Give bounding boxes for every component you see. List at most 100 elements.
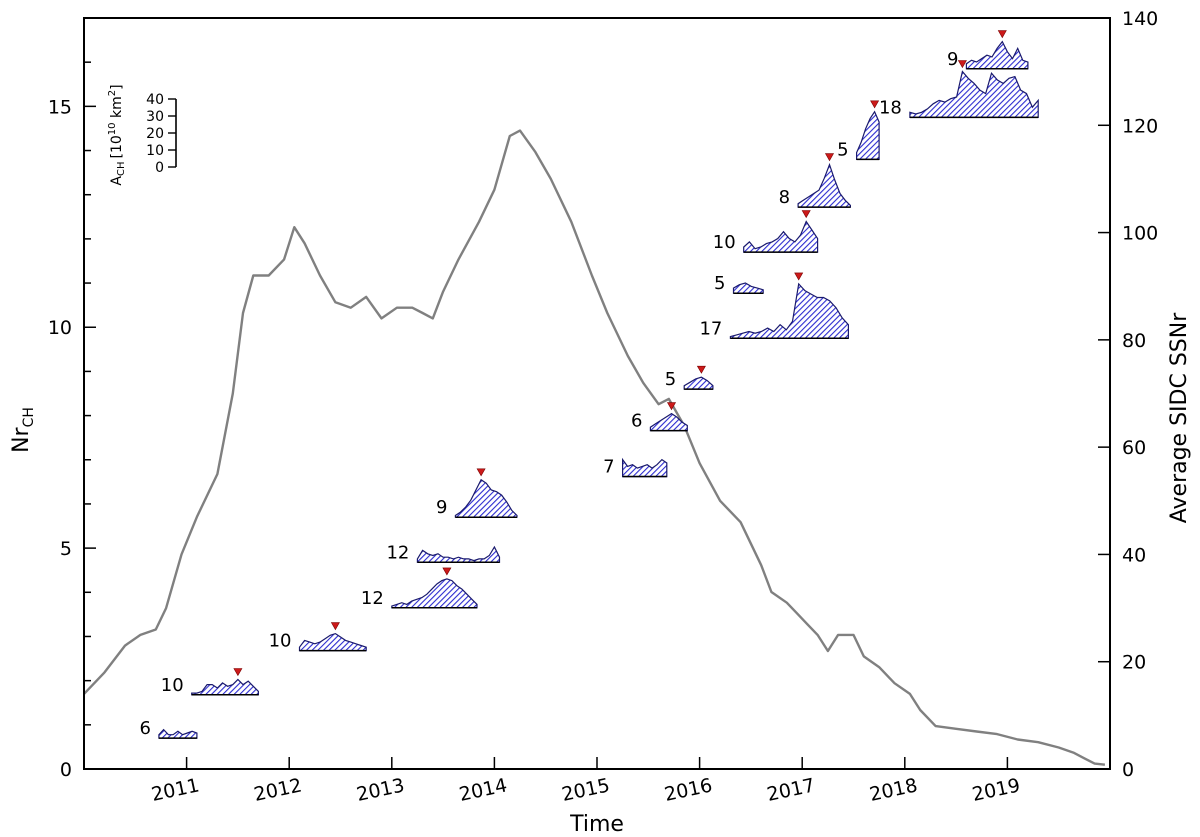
y-right-tick-label: 40	[1122, 544, 1146, 566]
ch-count-label: 9	[436, 497, 447, 518]
ch-max-marker	[957, 60, 967, 69]
ch-glyph: 5	[665, 365, 714, 390]
ch-glyph: 7	[603, 457, 668, 478]
ch-count-label: 10	[269, 631, 292, 652]
x-tick-label: 2014	[457, 774, 509, 806]
x-tick-label: 2017	[765, 774, 817, 806]
ch-max-marker	[997, 30, 1007, 39]
ch-area-scale-label-exp1: 10	[107, 122, 118, 135]
ch-glyph: 12	[361, 567, 478, 609]
x-tick-label: 2012	[252, 774, 304, 806]
ch-area-profile	[732, 282, 764, 294]
ch-glyph: 8	[779, 153, 851, 208]
ch-count-label: 7	[603, 457, 614, 478]
ch-count-label: 17	[699, 318, 722, 339]
ch-area-profile	[416, 545, 501, 563]
ch-count-label: 5	[714, 273, 725, 294]
ch-area-profile	[391, 578, 478, 609]
y-right-tick-label: 100	[1122, 223, 1158, 245]
y-right-tick-label: 60	[1122, 437, 1146, 459]
ch-area-scale-tick-label: 40	[146, 92, 164, 108]
ch-count-label: 18	[879, 97, 902, 118]
ch-count-label: 9	[947, 49, 958, 70]
ch-area-scale-label-close: ]	[109, 84, 125, 89]
ch-count-label: 12	[386, 542, 409, 563]
y-right-tick-label: 80	[1122, 330, 1146, 352]
ch-max-marker	[870, 100, 880, 109]
ch-area-scale-tick-label: 20	[146, 126, 164, 142]
ch-area-scale-label-main: A	[109, 176, 125, 186]
ch-area-scale-tick-label: 10	[146, 143, 164, 159]
ch-glyph: 10	[161, 668, 259, 696]
ch-glyph: 10	[713, 210, 819, 253]
y-right-tick-label: 20	[1122, 652, 1146, 674]
ch-count-label: 12	[361, 588, 384, 609]
ch-max-marker	[476, 468, 486, 477]
ch-area-scale-label: ACH [1010 km2]	[107, 84, 127, 185]
ch-max-marker	[442, 567, 452, 576]
ch-max-marker	[824, 153, 835, 162]
ch-count-label: 6	[139, 718, 150, 739]
ch-area-scale-tick-label: 0	[155, 160, 164, 176]
ch-area-profile	[856, 110, 880, 160]
y-axis-right-label: Average SIDC SSNr	[1167, 312, 1192, 523]
x-tick-label: 2015	[560, 774, 612, 806]
ch-area-profile	[454, 478, 518, 518]
x-tick-label: 2016	[662, 774, 714, 806]
ch-glyph-group: 6 10 10 12 12 9 7 6 5 17 5 10 8 5 18 9	[139, 30, 1039, 739]
ssn-series	[83, 129, 1106, 766]
ch-area-profile	[649, 412, 688, 432]
ch-area-scale-label-km: km	[109, 96, 125, 122]
ch-glyph: 9	[436, 468, 518, 518]
ch-area-profile	[158, 728, 198, 739]
y-right-tick-label: 0	[1122, 759, 1134, 781]
ch-max-marker	[696, 365, 706, 374]
ch-glyph: 17	[699, 272, 849, 339]
ssn-line	[83, 129, 1106, 766]
ch-area-scale-label-unit: [10	[109, 135, 125, 158]
ch-glyph: 6	[631, 402, 688, 432]
ch-count-label: 5	[837, 139, 848, 160]
ch-area-profile	[729, 282, 849, 339]
ch-area-profile	[909, 70, 1039, 118]
ch-glyph: 5	[714, 273, 764, 294]
ch-area-profile	[797, 162, 851, 208]
x-axis-label: Time	[569, 812, 624, 837]
x-tick-label: 2018	[868, 774, 920, 806]
ch-glyph: 9	[947, 30, 1029, 70]
y-left-tick-label: 10	[48, 317, 72, 339]
plot-frame	[83, 17, 1111, 770]
ch-count-label: 5	[665, 369, 676, 390]
ch-glyph: 6	[139, 718, 198, 739]
ch-area-profile	[743, 220, 819, 253]
y-axis-left-label-sub: CH	[21, 407, 37, 427]
ch-count-label: 10	[713, 232, 736, 253]
ch-area-profile	[622, 457, 668, 478]
y-axis-right: 0 20 40 60 80 100 120 140	[1098, 8, 1158, 781]
ch-count-label: 10	[161, 675, 184, 696]
ch-max-marker	[794, 272, 804, 281]
ch-area-profile	[965, 40, 1029, 70]
ch-area-profile	[298, 632, 367, 652]
ch-area-scale-tick-label: 30	[146, 109, 164, 125]
ch-max-marker	[233, 668, 243, 677]
ch-count-label: 6	[631, 411, 642, 432]
y-axis-left: 0 5 10 15	[48, 61, 96, 781]
y-right-tick-label: 140	[1122, 8, 1158, 30]
ch-max-marker	[801, 210, 811, 219]
ch-glyph: 10	[269, 622, 367, 652]
ch-area-profile	[683, 376, 714, 390]
ch-area-scale-label-exp2: 2	[107, 90, 118, 96]
y-right-tick-label: 120	[1122, 115, 1158, 137]
ch-glyph: 18	[879, 60, 1039, 118]
ch-area-profile	[191, 678, 259, 696]
ch-max-marker	[666, 402, 677, 411]
x-tick-label: 2011	[149, 774, 201, 806]
y-left-tick-label: 15	[48, 96, 72, 118]
ch-count-label: 8	[779, 187, 790, 208]
x-tick-label: 2013	[355, 774, 407, 806]
x-axis: 2011 2012 2013 2014 2015 2016 2017 2018 2019	[149, 757, 1022, 806]
ch-glyph: 12	[386, 542, 501, 563]
